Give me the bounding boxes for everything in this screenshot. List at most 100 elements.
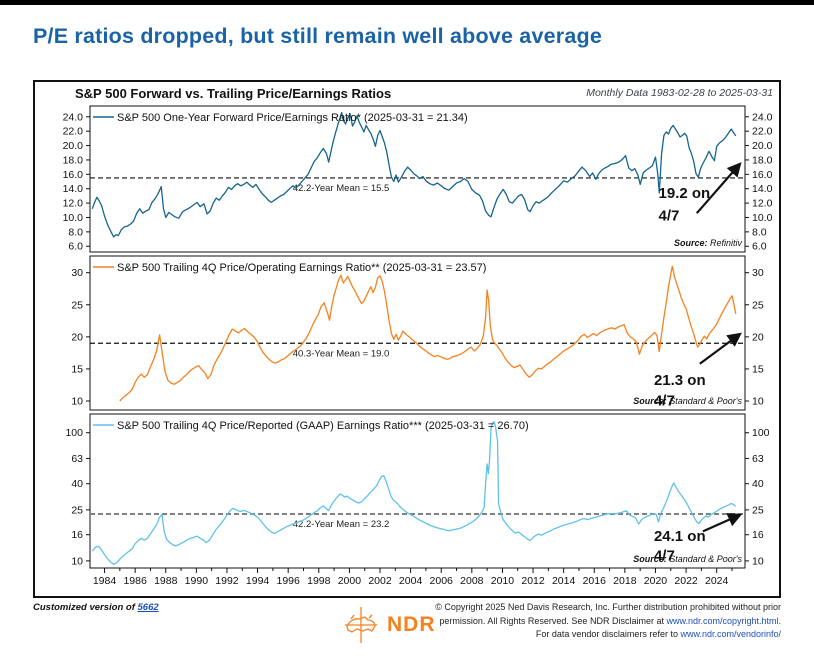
x-tick-label: 2006 — [430, 575, 454, 587]
annotation-arrow — [699, 332, 742, 365]
annotation-text: 4/7 — [659, 207, 680, 224]
x-tick-label: 1994 — [246, 575, 270, 587]
y-tick-label-right: 8.0 — [752, 226, 767, 238]
x-tick-label: 2018 — [613, 575, 637, 587]
copyright-link[interactable]: www.ndr.com/copyright.html. — [666, 615, 781, 626]
copyright-block: © Copyright 2025 Ned Davis Research, Inc… — [411, 601, 781, 642]
y-axis-ticks: 10 10 16 16 25 25 40 40 63 63 100 100 — [65, 427, 769, 567]
y-tick-label-left: 14.0 — [63, 183, 84, 195]
y-tick-label-left: 8.0 — [68, 226, 83, 238]
vendorinfo-link[interactable]: www.ndr.com/vendorinfo/ — [680, 629, 781, 639]
annotation-text: 19.2 on — [659, 185, 711, 202]
y-tick-label-right: 10.0 — [752, 212, 773, 224]
legend-label: S&P 500 Trailing 4Q Price/Reported (GAAP… — [117, 420, 529, 432]
y-tick-label-right: 100 — [752, 427, 770, 439]
mean-label: 40.3-Year Mean = 19.0 — [293, 348, 390, 359]
annotation-text: 24.1 on — [654, 528, 706, 545]
x-tick-label: 2002 — [368, 575, 392, 587]
x-tick-label: 1992 — [215, 575, 239, 587]
panel-3: 42.2-Year Mean = 23.2 10 10 16 16 25 25 40 40 63 6… — [65, 413, 770, 569]
ndr-logo-icon — [345, 607, 377, 643]
panel-frame — [89, 255, 746, 411]
page-title: P/E ratios dropped, but still remain wel… — [33, 24, 602, 48]
panel-frame — [89, 105, 746, 253]
x-tick-label: 1996 — [277, 575, 301, 587]
y-tick-label-left: 16.0 — [63, 169, 84, 181]
y-tick-label-left: 12.0 — [63, 198, 84, 210]
y-tick-label-right: 25 — [752, 504, 764, 516]
y-tick-label-left: 10 — [71, 555, 83, 567]
y-tick-label-left: 20 — [71, 331, 83, 343]
copyright-line-2: permission. All Rights Reserved. See NDR… — [439, 615, 781, 626]
y-tick-label-left: 63 — [71, 453, 83, 465]
x-tick-label: 2022 — [674, 575, 698, 587]
y-tick-label-right: 25 — [752, 299, 764, 311]
x-tick-label: 2024 — [705, 575, 729, 587]
customized-version-prefix: Customized version of — [33, 602, 138, 613]
y-axis-ticks: 10 10 15 15 20 20 25 25 30 30 — [71, 267, 764, 407]
source-label: Source: Standard & Poor's — [633, 396, 742, 406]
ndr-logo: NDR — [341, 605, 436, 645]
y-tick-label-right: 16.0 — [752, 169, 773, 181]
y-tick-label-right: 15 — [752, 363, 764, 375]
y-tick-label-right: 24.0 — [752, 111, 773, 123]
y-tick-label-left: 25 — [71, 299, 83, 311]
annotation-arrow — [702, 513, 743, 533]
chart-canvas: 42.2-Year Mean = 15.5 6.0 6.0 8.0 8.0 10.0 10.… — [63, 105, 773, 587]
mean-label: 42.2-Year Mean = 15.5 — [293, 183, 390, 194]
y-tick-label-right: 6.0 — [752, 241, 767, 253]
y-tick-label-right: 40 — [752, 478, 764, 490]
customized-version-note: Customized version of 5662 — [33, 602, 159, 613]
annotation-text: 4/7 — [654, 393, 675, 410]
source-label: Source: Standard & Poor's — [633, 554, 742, 564]
series-line — [91, 111, 737, 238]
x-tick-label: 1990 — [185, 575, 209, 587]
y-tick-label-left: 18.0 — [63, 154, 84, 166]
x-tick-label: 2010 — [491, 575, 515, 587]
y-tick-label-left: 22.0 — [63, 126, 84, 138]
footer: Customized version of 5662 NDR © Copyrig… — [33, 599, 781, 659]
y-tick-label-right: 20 — [752, 331, 764, 343]
ndr-logo-text: NDR — [387, 613, 436, 636]
series-line — [119, 265, 737, 402]
y-tick-label-right: 22.0 — [752, 126, 773, 138]
y-tick-label-left: 6.0 — [68, 241, 83, 253]
y-tick-label-left: 20.0 — [63, 140, 84, 152]
source-label: Source: Refinitiv — [674, 238, 743, 248]
chart-date-range: Monthly Data 1983-02-28 to 2025-03-31 — [586, 87, 773, 99]
y-axis-ticks: 6.0 6.0 8.0 8.0 10.0 10.0 12.0 12.0 14.0 14.0 16.0… — [63, 111, 773, 252]
y-tick-label-left: 15 — [71, 363, 83, 375]
series-line — [91, 421, 737, 565]
y-tick-label-right: 14.0 — [752, 183, 773, 195]
y-tick-label-left: 24.0 — [63, 111, 84, 123]
x-tick-label: 2020 — [644, 575, 668, 587]
y-tick-label-right: 12.0 — [752, 198, 773, 210]
y-tick-label-right: 10 — [752, 555, 764, 567]
annotation-text: 4/7 — [654, 547, 675, 564]
y-tick-label-left: 25 — [71, 504, 83, 516]
annotation-arrow — [695, 162, 742, 214]
y-tick-label-left: 100 — [65, 427, 83, 439]
mean-label: 42.2-Year Mean = 23.2 — [293, 519, 390, 530]
legend-label: S&P 500 One-Year Forward Price/Earnings … — [117, 112, 468, 124]
y-tick-label-right: 20.0 — [752, 140, 773, 152]
panel-frame — [89, 413, 746, 569]
annotation-text: 21.3 on — [654, 372, 706, 389]
y-tick-label-right: 63 — [752, 453, 764, 465]
y-tick-label-right: 10 — [752, 396, 764, 408]
chart-box: S&P 500 Forward vs. Trailing Price/Earni… — [33, 80, 781, 598]
legend-label: S&P 500 Trailing 4Q Price/Operating Earn… — [117, 262, 486, 274]
x-tick-label: 1988 — [154, 575, 178, 587]
x-axis: 1984 1986 1988 1990 1992 1994 1996 1998 2000 2002… — [93, 568, 733, 587]
x-tick-label: 2000 — [338, 575, 362, 587]
customized-version-link[interactable]: 5662 — [137, 602, 159, 613]
x-tick-label: 2008 — [460, 575, 484, 587]
y-tick-label-left: 16 — [71, 529, 83, 541]
y-tick-label-left: 30 — [71, 267, 83, 279]
x-tick-label: 2016 — [583, 575, 607, 587]
top-border-bar — [0, 0, 814, 5]
y-tick-label-right: 18.0 — [752, 154, 773, 166]
x-tick-label: 2012 — [521, 575, 545, 587]
y-tick-label-left: 10 — [71, 396, 83, 408]
x-tick-label: 1998 — [307, 575, 331, 587]
